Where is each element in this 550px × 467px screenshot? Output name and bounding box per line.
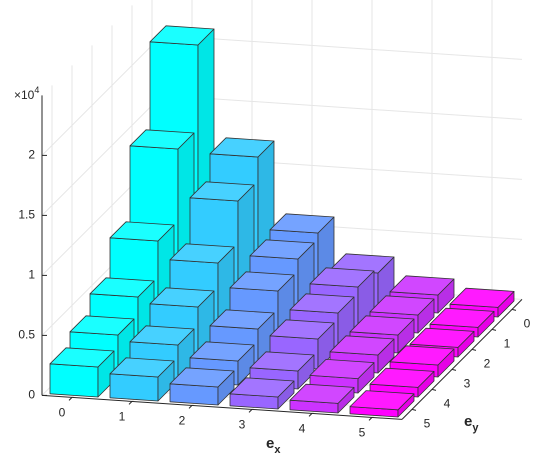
y-tick <box>471 348 477 351</box>
bar-top <box>309 267 375 288</box>
bar-top <box>369 295 435 316</box>
grid-line <box>41 94 523 216</box>
x-tick-label: 2 <box>179 414 186 428</box>
x-tick-label: 4 <box>299 422 306 436</box>
bar-top <box>289 383 355 404</box>
bar-top <box>249 351 315 372</box>
bar-front <box>49 363 99 398</box>
x-tick <box>248 409 253 413</box>
y-tick-label: 4 <box>444 397 451 411</box>
x-tick-label: 5 <box>359 426 366 440</box>
z-multiplier-base: ×10 <box>14 88 35 102</box>
y-tick-label: 2 <box>484 357 491 371</box>
bar-top <box>389 275 455 296</box>
z-tick-label: 2 <box>28 148 35 162</box>
y-tick-label: 5 <box>424 417 431 431</box>
bar-top <box>309 358 375 380</box>
bar-top <box>89 277 155 298</box>
x-label-sub: x <box>274 444 281 456</box>
z-tick-label: 1.5 <box>18 208 35 222</box>
bar-top <box>149 287 215 308</box>
x-tick-label: 0 <box>59 406 66 420</box>
x-tick <box>68 397 73 401</box>
axis-line <box>41 394 403 420</box>
bar-top <box>189 181 255 202</box>
bar-top <box>349 390 415 411</box>
bar-top <box>209 137 275 158</box>
bar-top <box>69 315 135 336</box>
bar-top <box>449 287 515 308</box>
bar-top <box>209 309 275 330</box>
z-tick-label: 0 <box>28 388 35 402</box>
bar-front <box>169 383 219 406</box>
x-tick-label: 3 <box>239 418 246 432</box>
bar-top <box>409 327 475 348</box>
y-tick-label: 1 <box>504 337 511 351</box>
bar-top <box>229 377 295 398</box>
z-tick-label: 1 <box>28 268 35 282</box>
bar-top <box>329 335 395 356</box>
bar-top <box>189 341 255 362</box>
bar-top <box>269 213 335 234</box>
y-tick <box>451 368 457 371</box>
bar-top <box>129 129 195 150</box>
bar-top <box>129 325 195 346</box>
bar-front <box>109 373 159 402</box>
x-tick-label: 1 <box>119 410 126 424</box>
y-label-sub: y <box>472 422 479 434</box>
bar-top <box>249 239 315 260</box>
x-label-base: e <box>266 435 274 452</box>
bar-top <box>389 345 455 366</box>
x-tick <box>308 413 313 417</box>
bar-top <box>369 367 435 388</box>
y-axis-label: ey <box>464 413 479 434</box>
x-axis-label: ex <box>266 435 281 456</box>
x-tick <box>368 417 373 421</box>
bar-top <box>49 347 115 368</box>
y-label-base: e <box>464 413 472 430</box>
z-multiplier: ×104 <box>14 85 39 102</box>
y-tick <box>491 328 497 331</box>
bar-top <box>109 357 175 378</box>
axis-line <box>401 299 523 420</box>
z-multiplier-exp: 4 <box>34 85 39 95</box>
bar-top <box>349 315 415 336</box>
y-tick-label: 3 <box>464 377 471 391</box>
bar-top <box>109 221 175 242</box>
y-tick <box>431 388 437 391</box>
y-tick-label: 0 <box>524 317 531 331</box>
grid-line <box>41 34 523 156</box>
bar-top <box>289 293 355 314</box>
bar-top <box>149 25 215 46</box>
y-tick <box>511 308 517 311</box>
x-tick <box>128 401 133 405</box>
x-tick <box>188 405 193 409</box>
bar-top <box>229 271 295 292</box>
bar-top <box>169 367 235 388</box>
bar-top <box>169 243 235 264</box>
z-tick-label: 0.5 <box>18 328 35 342</box>
y-tick <box>411 408 417 411</box>
bar-top <box>429 307 495 328</box>
bar-top <box>269 319 335 340</box>
